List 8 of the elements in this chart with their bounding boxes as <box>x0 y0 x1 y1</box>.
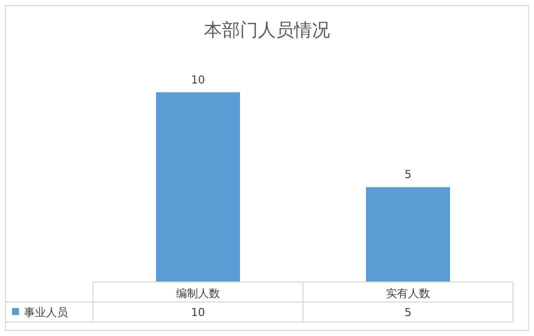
annotation: 10 <box>191 73 205 86</box>
legend-label: 事业人员 <box>24 306 68 319</box>
x-tick-label: 编制人数 <box>176 287 220 300</box>
chart-title: 本部门人员情况 <box>204 20 330 41</box>
data-label: 10 <box>191 306 205 319</box>
x-tick-label: 实有人数 <box>386 287 430 300</box>
annotation: 5 <box>404 168 412 182</box>
data-label: 5 <box>404 306 412 319</box>
